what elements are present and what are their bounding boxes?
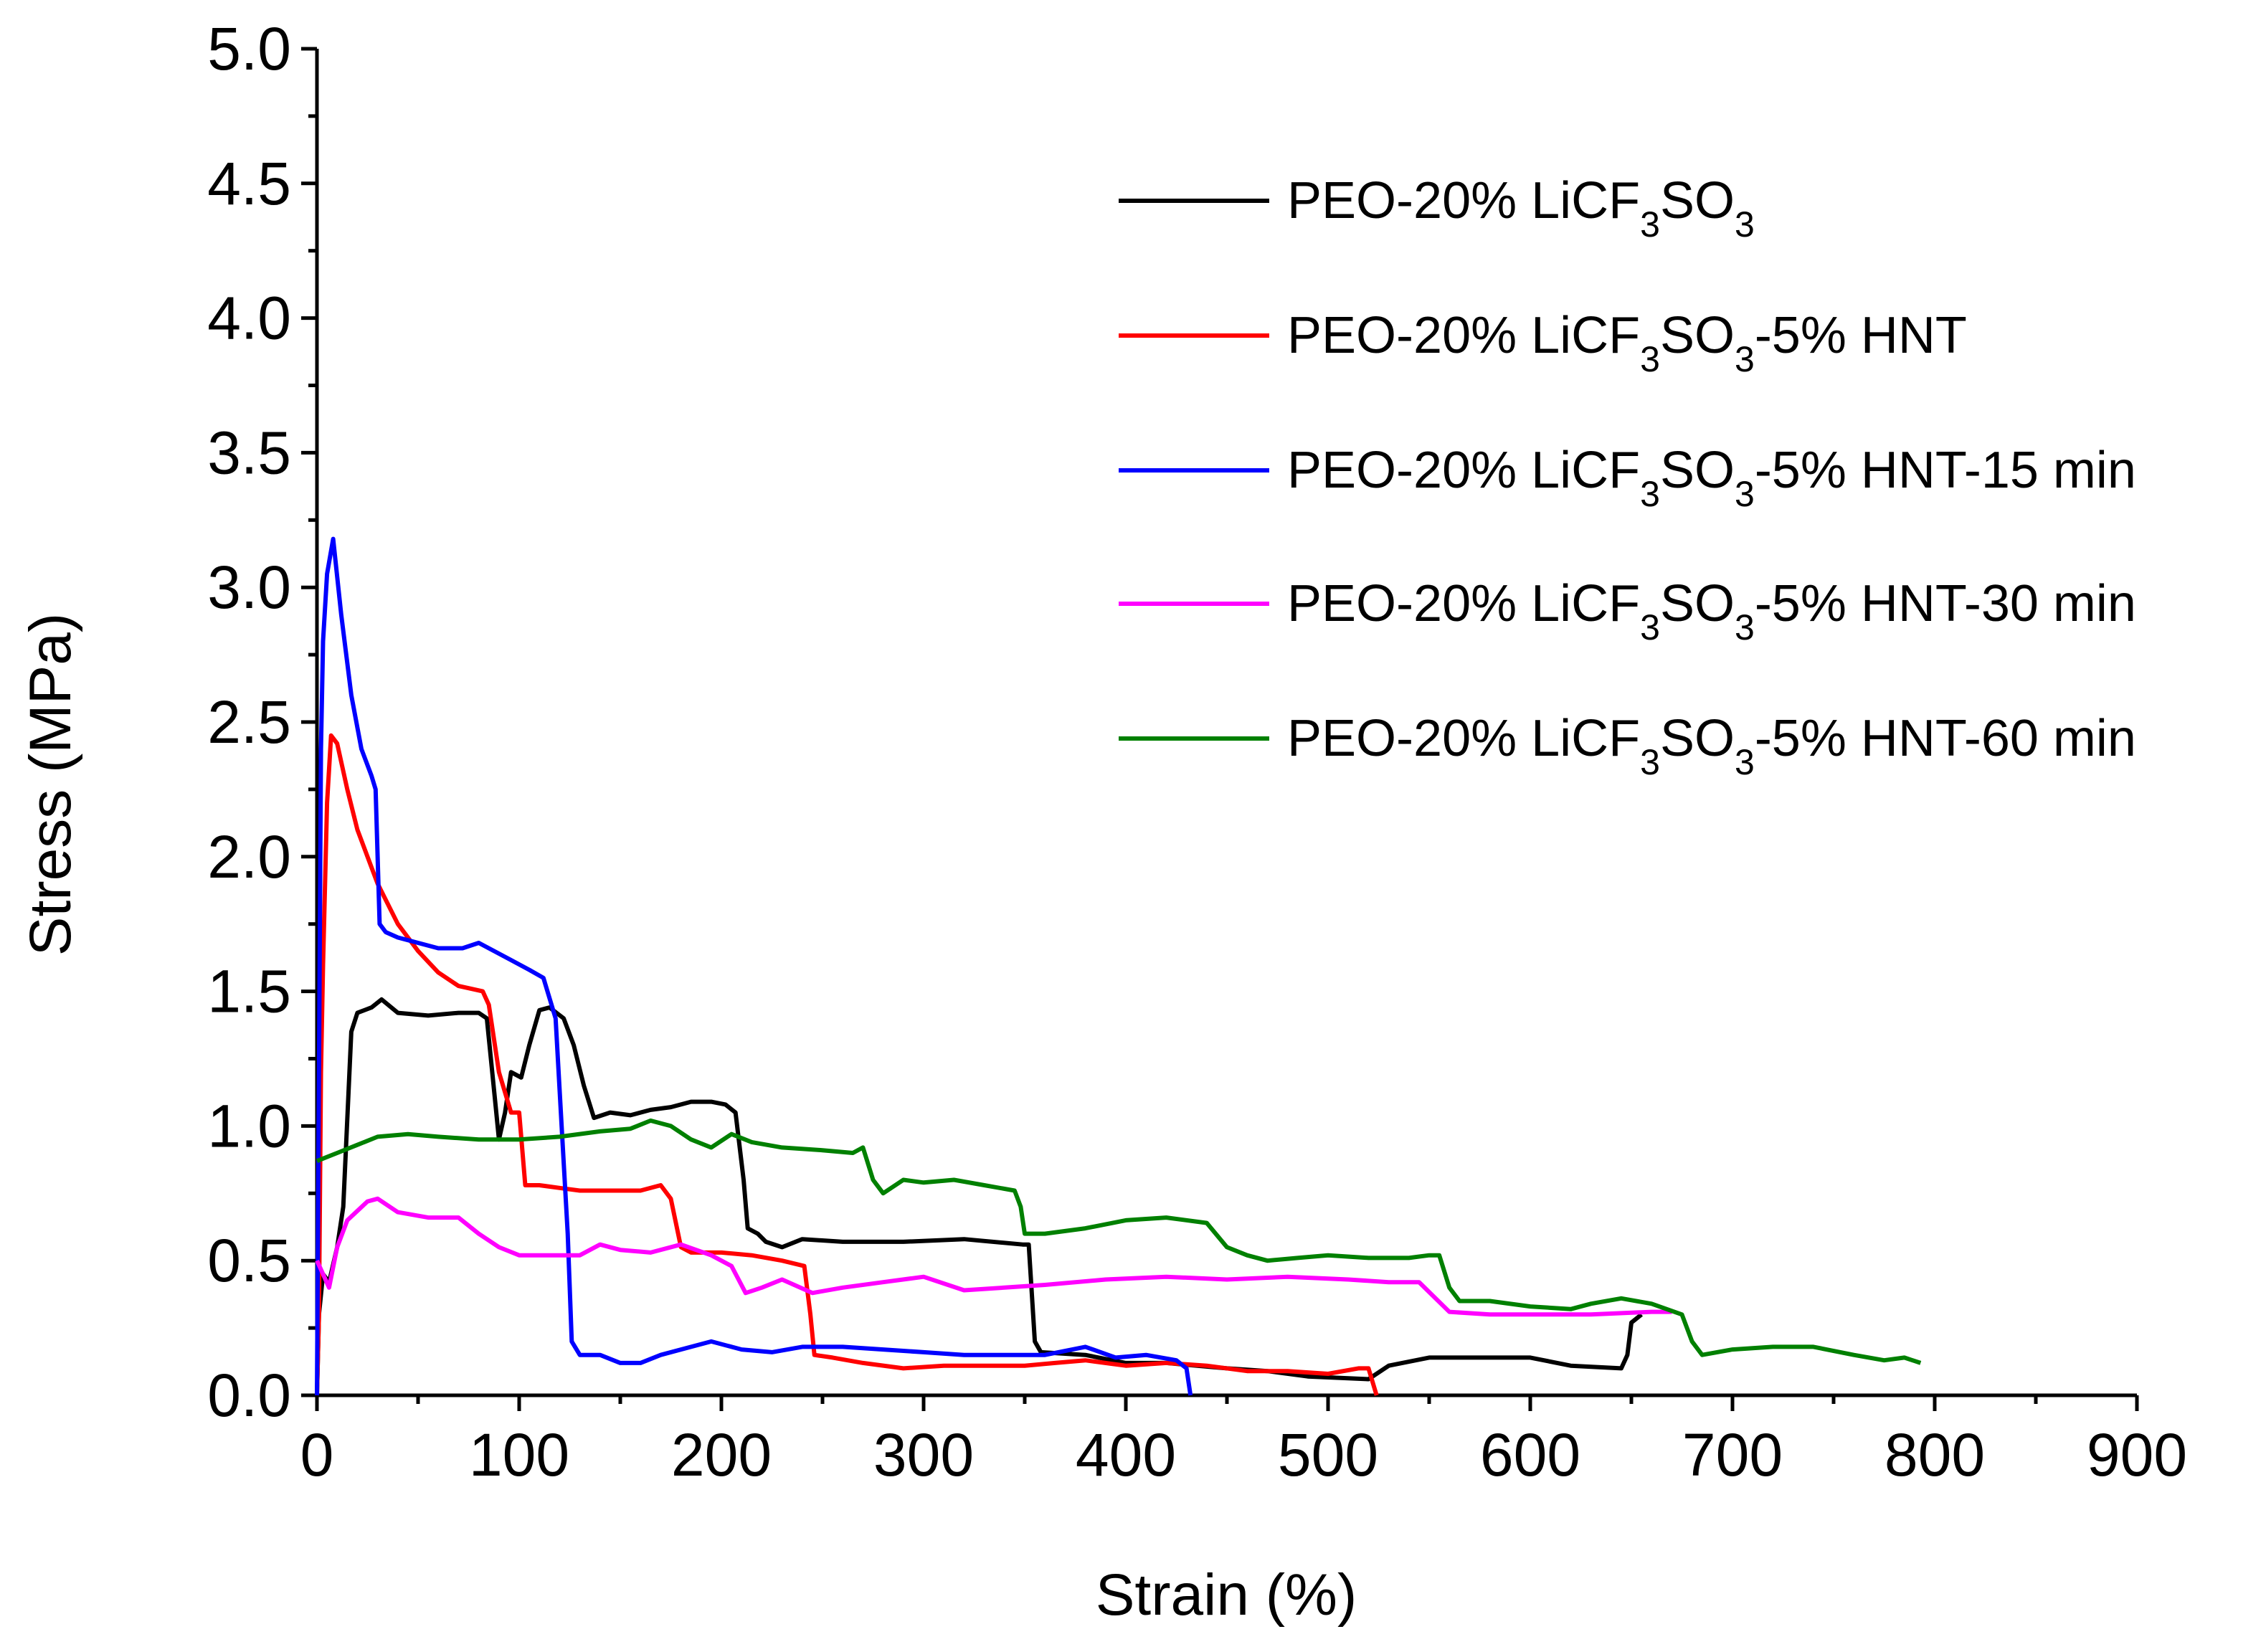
x-tick-label: 800 xyxy=(1885,1421,1985,1489)
x-tick-label: 700 xyxy=(1682,1421,1783,1489)
x-tick-label: 400 xyxy=(1076,1421,1176,1489)
legend-label: PEO-20% LiCF3SO3-5% HNT-60 min xyxy=(1287,710,2136,782)
y-tick-label: 5.0 xyxy=(207,15,291,82)
x-axis-title: Strain (%) xyxy=(1096,1562,1357,1628)
y-tick-label: 0.0 xyxy=(207,1362,291,1429)
x-tick-label: 600 xyxy=(1480,1421,1580,1489)
y-tick-label: 3.0 xyxy=(207,554,291,621)
y-tick-label: 2.0 xyxy=(207,823,291,891)
legend-label: PEO-20% LiCF3SO3-5% HNT-30 min xyxy=(1287,575,2136,647)
x-tick-label: 500 xyxy=(1278,1421,1378,1489)
y-tick-label: 1.5 xyxy=(207,958,291,1025)
legend-label: PEO-20% LiCF3SO3 xyxy=(1287,172,1755,245)
x-tick-label: 200 xyxy=(671,1421,772,1489)
legend-label: PEO-20% LiCF3SO3-5% HNT xyxy=(1287,307,1967,379)
y-axis-title: Stress (MPa) xyxy=(18,613,83,956)
y-tick-label: 0.5 xyxy=(207,1227,291,1294)
legend: PEO-20% LiCF3SO3 PEO-20% LiCF3SO3-5% HNT P… xyxy=(1119,172,2136,782)
series-line-2 xyxy=(315,733,1379,1396)
axes: 0.0 0.5 1.0 1.5 2.0 2.5 3.0 3.5 4.0 4.5 5.0 0 100 200… xyxy=(207,15,2187,1489)
x-tick-label: 300 xyxy=(873,1421,974,1489)
legend-label: PEO-20% LiCF3SO3-5% HNT-15 min xyxy=(1287,442,2136,514)
x-tick-label: 100 xyxy=(469,1421,569,1489)
series-layer xyxy=(315,536,1922,1396)
series-line-4 xyxy=(315,1196,1672,1317)
series-line-5 xyxy=(316,1118,1922,1365)
y-tick-label: 3.5 xyxy=(207,419,291,486)
x-tick-label: 0 xyxy=(300,1421,334,1489)
x-tick-label: 900 xyxy=(2087,1421,2187,1489)
y-tick-label: 1.0 xyxy=(207,1092,291,1159)
y-tick-label: 4.0 xyxy=(207,285,291,352)
series-line-3 xyxy=(315,536,1193,1396)
series-line-1 xyxy=(315,997,1643,1396)
y-tick-label: 2.5 xyxy=(207,688,291,756)
y-tick-label: 4.5 xyxy=(207,150,291,217)
